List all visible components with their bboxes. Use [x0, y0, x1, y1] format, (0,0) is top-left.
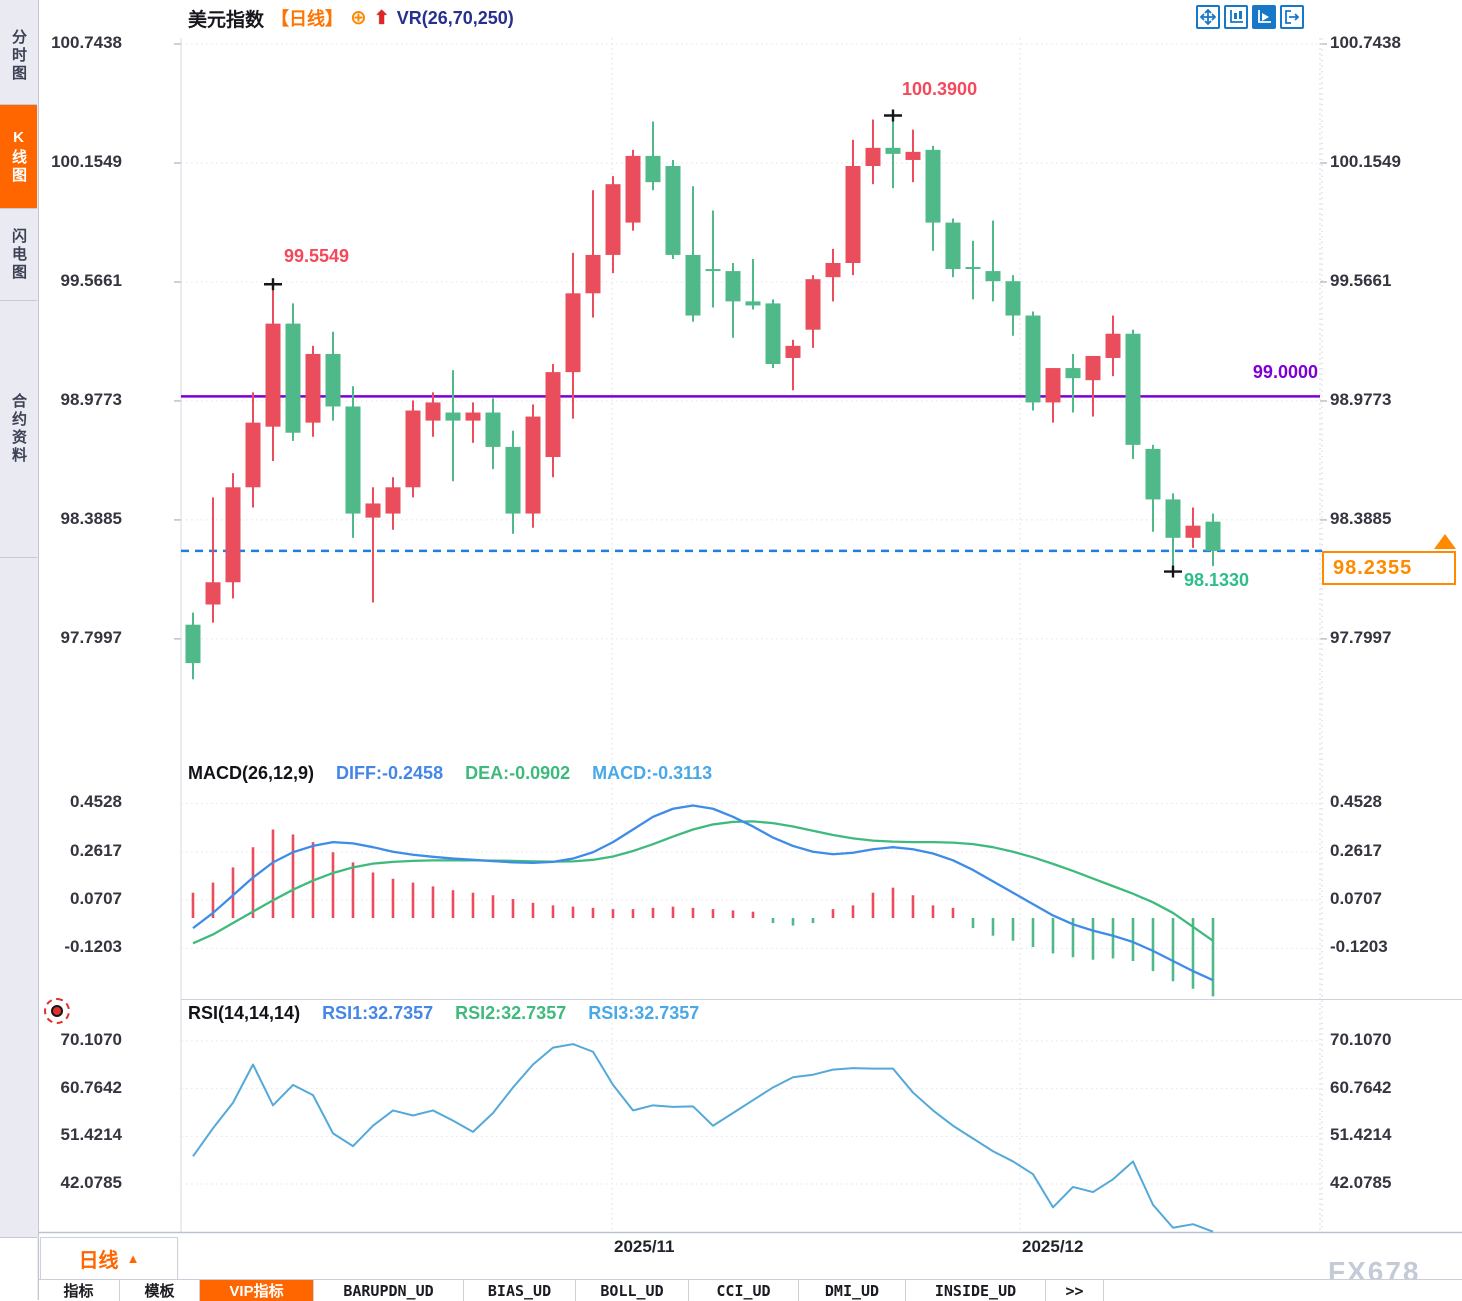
rsi-axis-left-3: 42.0785	[60, 1173, 122, 1192]
tab-vip[interactable]: VIP指标	[200, 1280, 314, 1301]
annotation-0: 99.5549	[284, 246, 350, 266]
sidebar-item-1[interactable]: 分时图	[0, 8, 37, 105]
pan-crosshair-icon[interactable]	[1196, 5, 1220, 29]
macd-name: MACD(26,12,9)	[188, 763, 315, 783]
price-axis-right-5: 97.7997	[1330, 627, 1392, 647]
rsi-axis-right-0: 70.1070	[1330, 1030, 1392, 1049]
macd-axis-left-0: 0.4528	[70, 792, 122, 812]
price-axis-right-1: 100.1549	[1330, 151, 1401, 171]
target-icon[interactable]: ⊕	[350, 7, 367, 29]
tab-inside_ud[interactable]: INSIDE_UD	[906, 1280, 1046, 1301]
tab-boll_ud[interactable]: BOLL_UD	[576, 1280, 689, 1301]
sidebar-item-3[interactable]: 闪电图	[0, 209, 37, 301]
price-axis-left-2: 99.5661	[60, 270, 122, 290]
period-tag: 【日线】	[271, 9, 344, 29]
rsi-axis-left-1: 60.7642	[60, 1077, 122, 1097]
indicator-tab-bar: 指标 模板 VIP指标 BARUPDN_UD BIAS_UD BOLL_UD CCI_UD D…	[38, 1279, 1462, 1301]
macd-axis-right-1: 0.2617	[1330, 840, 1382, 860]
price-marker-arrow-icon	[1434, 534, 1456, 549]
sidebar-item-4[interactable]: 合约资料	[0, 301, 37, 558]
macd-dea-value: DEA:-0.0902	[465, 763, 571, 783]
rsi-name: RSI(14,14,14)	[188, 1003, 301, 1023]
price-axis-right-0: 100.7438	[1330, 33, 1401, 52]
price-axis-left-5: 97.7997	[60, 627, 122, 647]
macd-axis-right-3: -0.1203	[1330, 937, 1388, 957]
tab-barupdn_ud[interactable]: BARUPDN_UD	[314, 1280, 464, 1301]
chart-toolbar	[1196, 5, 1304, 29]
price-axis-right-4: 98.3885	[1330, 508, 1392, 528]
x-axis-date-1: 2025/12	[1022, 1237, 1084, 1256]
price-axis-right-2: 99.5661	[1330, 270, 1392, 290]
tab-[interactable]: 模板	[120, 1280, 200, 1301]
price-axis-left-0: 100.7438	[51, 33, 122, 52]
tab-cci_ud[interactable]: CCI_UD	[689, 1280, 799, 1301]
tab-dmi_ud[interactable]: DMI_UD	[799, 1280, 906, 1301]
rsi-axis-right-1: 60.7642	[1330, 1077, 1392, 1097]
tab-[interactable]: >>	[1046, 1280, 1104, 1301]
indicator-label: VR(26,70,250)	[396, 7, 514, 28]
rsi-axis-right-3: 42.0785	[1330, 1173, 1392, 1192]
period-label: 日线	[78, 1250, 119, 1272]
annotation-1: 100.3900	[902, 79, 978, 99]
tab-[interactable]: 指标	[38, 1280, 120, 1301]
tab-bias_ud[interactable]: BIAS_UD	[464, 1280, 576, 1301]
macd-axis-left-3: -0.1203	[64, 937, 122, 957]
price-axis-right-3: 98.9773	[1330, 389, 1392, 409]
macd-axis-right-2: 0.0707	[1330, 889, 1382, 909]
rsi-axis-left-2: 51.4214	[60, 1125, 122, 1145]
macd-diff-value: DIFF:-0.2458	[336, 763, 444, 783]
rsi2-value: RSI2:32.7357	[455, 1003, 567, 1023]
price-axis-left-3: 98.9773	[60, 389, 122, 409]
price-axis-left-4: 98.3885	[60, 508, 122, 528]
rsi-axis-left-0: 70.1070	[60, 1030, 122, 1049]
symbol-name: 美元指数	[188, 9, 265, 31]
period-arrow-icon: ▲	[126, 1251, 140, 1266]
sun-indicator-icon[interactable]	[44, 998, 70, 1024]
detach-window-icon[interactable]	[1280, 5, 1304, 29]
annotation-2: 98.1330	[1184, 570, 1250, 590]
last-price-value: 98.2355	[1333, 556, 1413, 579]
period-selector[interactable]: 日线 ▲	[40, 1237, 178, 1280]
axis-pointer-icon[interactable]	[1252, 5, 1276, 29]
sidebar-footer	[0, 1237, 37, 1300]
rsi-axis-right-2: 51.4214	[1330, 1125, 1392, 1145]
macd-axis-left-1: 0.2617	[70, 840, 122, 860]
x-axis-date-0: 2025/11	[614, 1237, 675, 1256]
annotation-3: 99.0000	[1252, 362, 1318, 382]
price-axis-left-1: 100.1549	[51, 151, 122, 171]
rsi3-value: RSI3:32.7357	[588, 1003, 700, 1023]
last-price-marker: 98.2355	[1322, 551, 1456, 585]
sidebar: 分时图 K线图 闪电图 合约资料	[0, 0, 39, 1300]
macd-axis-left-2: 0.0707	[70, 889, 122, 909]
macd-axis-right-0: 0.4528	[1330, 792, 1382, 812]
sidebar-item-2[interactable]: K线图	[0, 105, 37, 209]
macd-header: MACD(26,12,9) DIFF:-0.2458 DEA:-0.0902 M…	[188, 763, 712, 784]
rsi-header: RSI(14,14,14) RSI1:32.7357 RSI2:32.7357 …	[188, 1003, 699, 1024]
chart-title-bar: 美元指数 【日线】 ⊕ ⬆ VR(26,70,250)	[188, 5, 514, 31]
up-arrow-icon: ⬆	[373, 7, 390, 29]
macd-macd-value: MACD:-0.3113	[592, 763, 713, 783]
axis-range-icon[interactable]	[1224, 5, 1248, 29]
rsi1-value: RSI1:32.7357	[322, 1003, 434, 1023]
